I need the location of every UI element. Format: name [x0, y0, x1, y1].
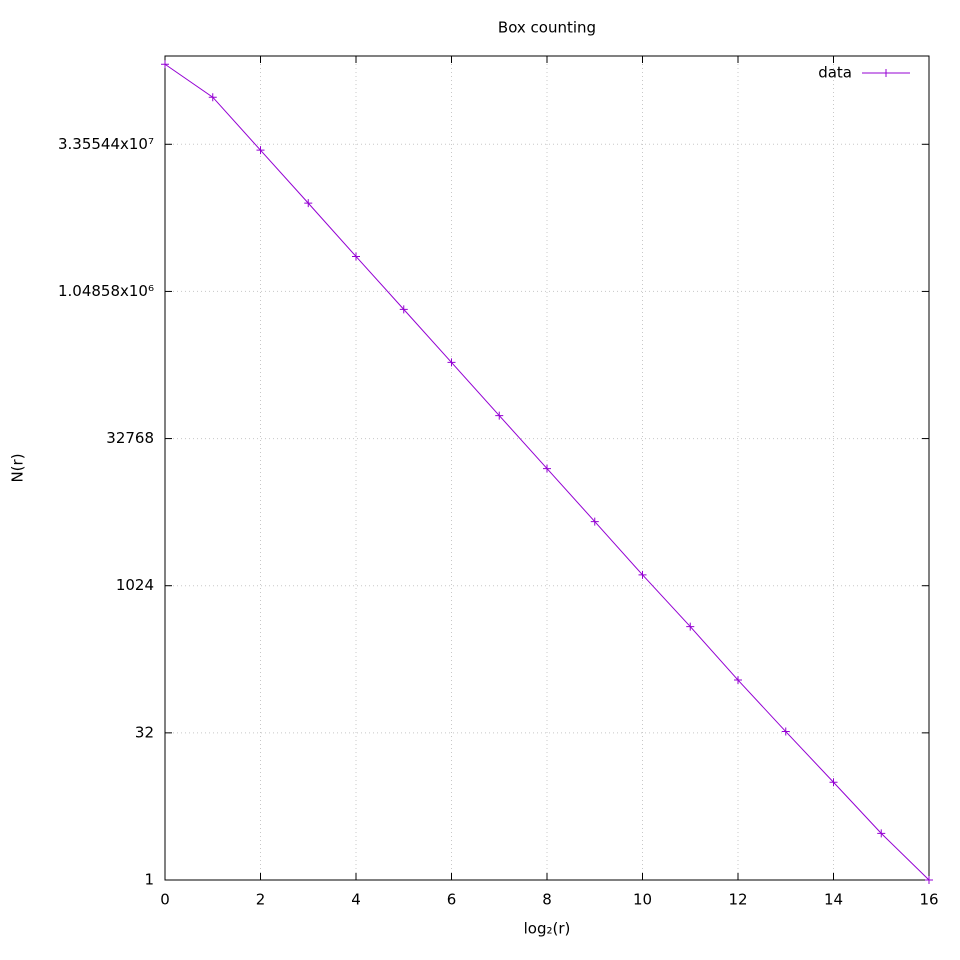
x-tick-label: 0: [160, 891, 170, 909]
y-tick-label: 32768: [106, 429, 154, 447]
chart-title: Box counting: [498, 19, 596, 37]
data-point: [399, 305, 408, 314]
data-point: [686, 622, 695, 631]
data-point: [829, 778, 838, 787]
y-tick-label: 32: [135, 723, 154, 741]
x-tick-label: 8: [542, 891, 552, 909]
x-tick-label: 14: [824, 891, 843, 909]
x-tick-label: 10: [633, 891, 652, 909]
data-point: [352, 252, 360, 261]
data-point: [638, 570, 647, 579]
x-tick-label: 2: [256, 891, 266, 909]
legend-swatch: [882, 69, 890, 77]
x-tick-label: 16: [919, 891, 938, 909]
x-tick-label: 12: [728, 891, 747, 909]
data-point: [495, 411, 504, 420]
data-point: [590, 517, 599, 526]
x-tick-label: 4: [351, 891, 361, 909]
data-point: [161, 60, 169, 69]
y-tick-label: 1.04858x10⁶: [58, 282, 154, 300]
y-tick-label: 1: [144, 871, 154, 889]
data-point: [447, 358, 456, 367]
x-tick-label: 6: [447, 891, 457, 909]
y-axis-label: N(r): [9, 453, 27, 482]
data-point: [256, 146, 265, 155]
plot-frame: [164, 55, 930, 881]
data-point: [734, 676, 742, 685]
data-point: [543, 464, 551, 473]
data-point: [304, 199, 313, 208]
y-tick-label: 3.35544x10⁷: [58, 135, 154, 153]
data-point: [208, 93, 217, 102]
data-point: [877, 829, 886, 838]
legend-label: data: [818, 64, 852, 82]
y-tick-label: 1024: [116, 576, 154, 594]
data-point: [781, 727, 790, 736]
x-axis-label: log₂(r): [524, 920, 571, 938]
data-point: [925, 876, 933, 884]
